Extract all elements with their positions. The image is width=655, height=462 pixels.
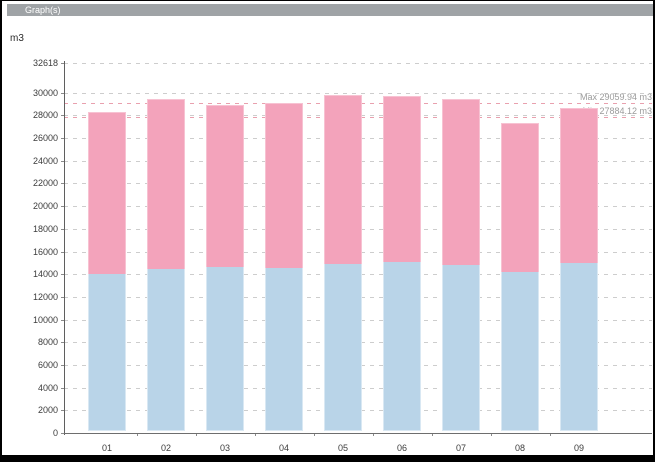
- y-axis-tick-mark: [61, 342, 64, 344]
- x-axis-tick-label: 09: [573, 443, 584, 453]
- y-axis-tick-label: 28000: [32, 110, 58, 121]
- bar-segment-blue: [88, 274, 126, 431]
- panel-title: Graph(s): [25, 5, 61, 15]
- y-axis-tick-label: 10000: [32, 314, 58, 325]
- y-axis-line: [64, 61, 65, 435]
- x-axis-tick-mark: [490, 433, 492, 436]
- y-axis-tick-mark: [61, 63, 64, 64]
- x-axis-tick-label: 06: [396, 443, 407, 453]
- y-axis-tick-mark: [61, 206, 64, 208]
- y-gridline: [64, 63, 652, 64]
- y-axis-tick-label: 18000: [32, 223, 58, 234]
- x-axis-line: [64, 433, 652, 434]
- y-axis-tick-mark: [61, 160, 64, 162]
- y-axis-tick-mark: [61, 183, 64, 185]
- stacked-bar: [383, 95, 421, 431]
- y-axis-tick-mark: [61, 115, 64, 117]
- y-axis-tick-label: 26000: [32, 133, 58, 144]
- y-axis-unit-label: m3: [10, 33, 24, 44]
- y-axis-tick-label: 2000: [37, 405, 58, 416]
- bar-segment-blue: [442, 265, 480, 431]
- x-axis-tick-mark: [549, 433, 551, 436]
- bar-segment-pink: [265, 102, 303, 268]
- y-axis-tick-label: 14000: [32, 269, 58, 280]
- bar-segment-blue: [560, 263, 598, 431]
- bar-segment-blue: [324, 264, 362, 431]
- stacked-bar: [442, 98, 480, 431]
- y-axis-tick-label: 4000: [37, 382, 58, 393]
- y-axis-tick-label: 22000: [32, 178, 58, 189]
- y-axis-tick-mark: [61, 251, 64, 253]
- bar-segment-pink: [501, 123, 539, 273]
- max-annotation-label: Max 29059.94 m3: [579, 92, 652, 103]
- y-axis-tick-label: 12000: [32, 291, 58, 302]
- y-axis-tick-mark: [61, 296, 64, 298]
- x-axis-tick-label: 03: [219, 443, 230, 453]
- x-axis-tick-label: 02: [160, 443, 171, 453]
- y-axis-tick-mark: [61, 433, 64, 434]
- bar-segment-blue: [147, 269, 185, 431]
- x-axis-tick-label: 05: [337, 443, 348, 453]
- x-axis-tick-label: 04: [278, 443, 289, 453]
- y-axis-tick-label: 8000: [37, 337, 58, 348]
- y-axis-tick-mark: [61, 92, 64, 94]
- stacked-bar: [324, 95, 362, 431]
- x-axis-tick-label: 07: [455, 443, 466, 453]
- bar-segment-pink: [206, 104, 244, 267]
- x-axis-tick-mark: [254, 433, 256, 436]
- stacked-bar: [265, 102, 303, 431]
- y-axis-tick-label: 0: [52, 428, 58, 438]
- y-axis-tick-mark: [61, 274, 64, 276]
- y-axis-tick-label: 30000: [32, 87, 58, 98]
- y-axis-tick-label: 20000: [32, 201, 58, 212]
- panel-header: Graph(s): [7, 4, 653, 16]
- bar-segment-pink: [324, 95, 362, 265]
- y-axis-tick-label: 32618: [32, 58, 58, 68]
- x-axis-tick-mark: [313, 433, 315, 436]
- bar-segment-pink: [383, 95, 421, 263]
- bar-segment-pink: [147, 99, 185, 269]
- y-axis-tick-label: 6000: [37, 359, 58, 370]
- y-axis-tick-mark: [61, 138, 64, 140]
- bar-segment-pink: [442, 98, 480, 266]
- stacked-bar: [560, 107, 598, 431]
- y-axis-tick-mark: [61, 410, 64, 412]
- bar-segment-pink: [560, 107, 598, 264]
- min-annotation-label: Min 27884.12 m3: [582, 105, 652, 116]
- x-axis-tick-mark: [372, 433, 374, 436]
- y-axis-tick-mark: [61, 364, 64, 366]
- bar-segment-blue: [501, 272, 539, 431]
- x-axis-tick-label: 08: [514, 443, 525, 453]
- y-axis-tick-label: 24000: [32, 155, 58, 166]
- y-axis-tick-mark: [61, 319, 64, 321]
- y-axis-tick-mark: [61, 228, 64, 230]
- stacked-bar: [501, 123, 539, 431]
- y-axis-tick-mark: [61, 387, 64, 389]
- x-axis-tick-label: 01: [101, 443, 112, 453]
- bar-segment-blue: [206, 266, 244, 431]
- stacked-bar: [88, 112, 126, 431]
- x-axis-tick-mark: [136, 433, 138, 436]
- x-axis-tick-mark: [431, 433, 433, 436]
- y-gridline: [64, 92, 652, 94]
- bar-segment-blue: [265, 267, 303, 431]
- stacked-bar: [147, 99, 185, 431]
- y-axis-tick-label: 16000: [32, 246, 58, 257]
- x-axis-tick-mark: [195, 433, 197, 436]
- stacked-bar: [206, 104, 244, 431]
- bar-segment-pink: [88, 112, 126, 275]
- bar-segment-blue: [383, 262, 421, 431]
